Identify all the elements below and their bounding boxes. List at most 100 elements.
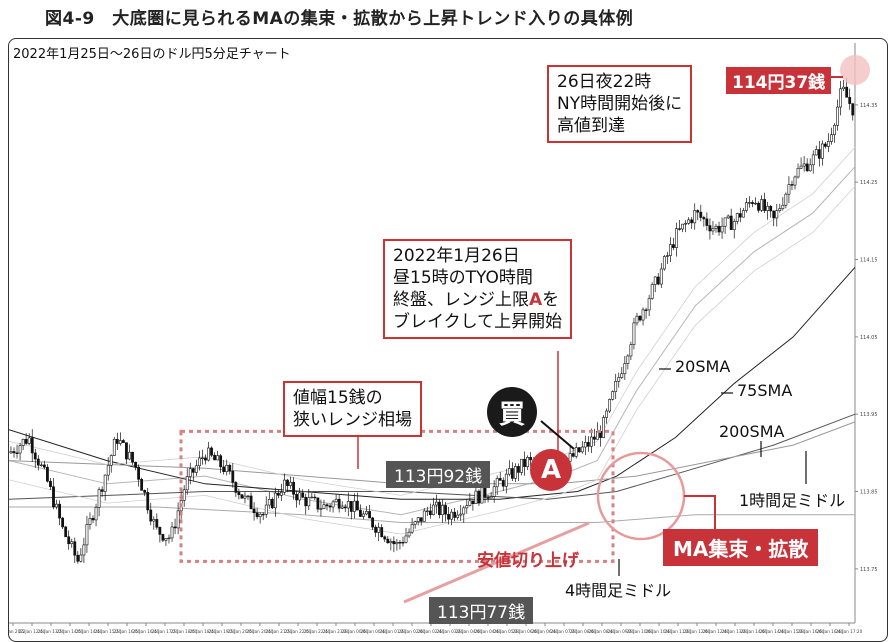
- tag-high: 114円37銭: [726, 67, 832, 94]
- candle-body-243: [748, 202, 751, 204]
- x-tick-label-41: 26 Jan 15:20: [779, 629, 806, 634]
- candle-body-111: [346, 501, 350, 509]
- candle-body-80: [252, 508, 256, 514]
- candle-body-218: [672, 244, 675, 248]
- candle-body-246: [757, 202, 760, 211]
- candle-body-148: [459, 513, 463, 516]
- candle-body-21: [73, 541, 77, 556]
- candle-body-162: [501, 480, 505, 487]
- candle-body-92: [289, 481, 292, 486]
- note-break-line3: 終盤、レンジ上限Aを: [393, 290, 560, 310]
- candle-body-221: [681, 223, 684, 230]
- label-200sma: 200SMA: [719, 422, 785, 441]
- candle-body-260: [799, 165, 803, 169]
- x-tick-label-23: 26 Jan 03:20: [437, 629, 464, 634]
- x-tick-label-40: 26 Jan 14:40: [760, 629, 787, 634]
- candle-body-95: [298, 492, 302, 501]
- candle-body-223: [687, 219, 691, 224]
- x-tick-label-25: 26 Jan 04:40: [475, 629, 502, 634]
- candle-body-62: [197, 457, 201, 467]
- candle-body-9: [36, 458, 40, 466]
- candle-body-81: [255, 512, 259, 517]
- candle-body-121: [377, 527, 381, 533]
- candle-body-241: [741, 210, 745, 218]
- candle-body-102: [319, 508, 323, 510]
- candle-body-219: [675, 228, 678, 248]
- candle-body-236: [726, 215, 730, 219]
- candle-body-200: [617, 377, 621, 382]
- candle-body-87: [273, 492, 277, 509]
- label-20sma: 20SMA: [675, 357, 731, 376]
- x-tick-label-30: 26 Jan 08:00: [570, 629, 597, 634]
- a-badge: A: [530, 449, 572, 491]
- candle-body-6: [27, 437, 31, 444]
- x-tick-label-8: 25 Jan 17:20: [152, 629, 179, 634]
- raised-lows-label: 安値切り上げ: [477, 551, 579, 571]
- candle-body-232: [714, 225, 718, 229]
- candle-body-229: [705, 218, 709, 226]
- candle-body-215: [662, 256, 666, 270]
- note-peak-line1: 26日夜22時: [557, 72, 652, 92]
- y-tick-label-1: 113.85: [860, 490, 878, 496]
- candle-body-13: [49, 480, 52, 487]
- candle-body-187: [577, 447, 581, 453]
- candle-body-20: [70, 541, 74, 545]
- x-tick-label-33: 26 Jan 10:00: [627, 629, 654, 634]
- chart-frame: 113.75 113.85 113.95 114.05 114.15 114.25 114.…: [8, 38, 888, 642]
- candle-body-202: [623, 363, 627, 375]
- buy-leader: [540, 420, 575, 450]
- candle-body-53: [170, 526, 174, 539]
- candle-body-259: [796, 167, 800, 178]
- candle-body-79: [249, 495, 253, 510]
- candle-body-247: [760, 199, 763, 211]
- x-tick-label-20: 26 Jan 01:20: [380, 629, 407, 634]
- candle-body-133: [413, 521, 417, 525]
- candle-body-2: [15, 452, 19, 454]
- candle-body-244: [751, 202, 754, 204]
- candle-body-78: [246, 495, 250, 498]
- x-tick-label-32: 26 Jan 09:20: [608, 629, 635, 634]
- candle-body-204: [629, 344, 633, 357]
- candle-body-199: [614, 381, 618, 392]
- candle-body-132: [410, 524, 414, 533]
- candle-body-270: [830, 134, 833, 142]
- candle-body-129: [401, 541, 405, 544]
- candle-body-106: [331, 501, 335, 508]
- candle-body-222: [684, 222, 688, 225]
- candle-body-12: [46, 466, 49, 482]
- candle-body-233: [717, 225, 721, 233]
- candle-body-163: [504, 473, 508, 487]
- candle-body-69: [219, 455, 223, 468]
- candle-body-38: [125, 442, 128, 460]
- x-tick-label-35: 26 Jan 11:20: [665, 629, 692, 634]
- x-tick-label-12: 25 Jan 20:00: [228, 629, 255, 634]
- candle-body-91: [286, 479, 289, 486]
- candle-body-90: [283, 479, 286, 493]
- raised-lows-line: [403, 521, 590, 604]
- band-dn: [9, 185, 856, 535]
- candle-body-60: [191, 468, 195, 473]
- candle-body-254: [781, 204, 785, 209]
- x-tick-label-29: 26 Jan 07:20: [551, 629, 578, 634]
- x-tick-label-9: 25 Jan 18:00: [171, 629, 198, 634]
- candle-body-114: [355, 500, 359, 511]
- candle-body-128: [398, 541, 402, 544]
- candle-body-274: [842, 86, 846, 90]
- candle-body-135: [419, 517, 423, 522]
- candle-body-261: [802, 163, 806, 167]
- converge-circle: [596, 451, 686, 541]
- candle-body-43: [140, 479, 144, 491]
- figure-title: 図4-9 大底圏に見られるMAの集束・拡散から上昇トレンド入りの具体例: [45, 9, 634, 29]
- candle-body-17: [61, 517, 65, 528]
- candle-body-33: [109, 455, 113, 466]
- x-tick-label-31: 26 Jan 08:40: [589, 629, 616, 634]
- candle-body-98: [307, 497, 311, 507]
- candle-body-119: [371, 517, 374, 528]
- x-tick-label-0: 25 Jan 2022: [9, 629, 26, 634]
- candle-body-257: [790, 184, 794, 186]
- candle-body-155: [480, 486, 484, 504]
- candle-body-66: [210, 447, 213, 456]
- candle-body-237: [729, 215, 733, 230]
- x-tick-label-2: 25 Jan 13:20: [38, 629, 65, 634]
- candle-body-256: [787, 184, 791, 195]
